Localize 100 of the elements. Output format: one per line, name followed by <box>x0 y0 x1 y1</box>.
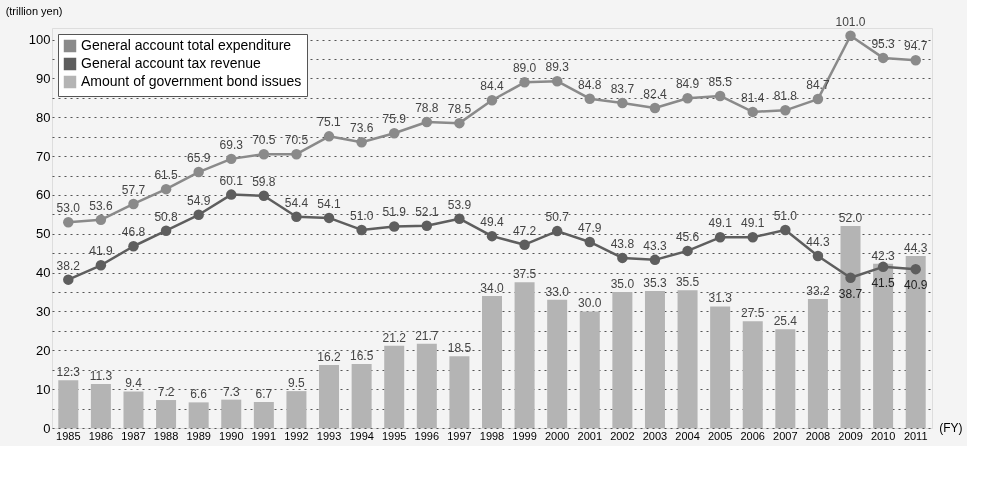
bar <box>840 226 861 428</box>
point <box>486 95 498 106</box>
data-label: 84.9 <box>675 77 700 92</box>
x-tick-label: 2000 <box>544 429 570 442</box>
point <box>845 272 856 283</box>
bar <box>905 255 926 428</box>
data-label: 44.3 <box>904 240 928 255</box>
data-label: 12.3 <box>56 365 81 380</box>
data-label: 73.6 <box>349 121 374 136</box>
point <box>226 153 237 165</box>
point <box>812 93 824 105</box>
point <box>291 148 302 160</box>
data-label: 11.3 <box>89 369 113 384</box>
bar <box>416 343 437 428</box>
point <box>617 97 628 109</box>
data-label: 53.0 <box>56 201 81 216</box>
data-label: 61.5 <box>154 168 179 183</box>
data-label: 25.4 <box>773 314 798 329</box>
data-label: 18.5 <box>447 341 472 356</box>
y-tick-label: 40 <box>36 265 51 281</box>
data-label: 9.4 <box>125 376 143 391</box>
data-label: 33.0 <box>545 284 570 299</box>
point <box>95 260 107 271</box>
bar <box>514 282 535 428</box>
data-label: 35.0 <box>610 277 635 292</box>
data-label: 16.5 <box>349 348 374 363</box>
point <box>323 131 335 142</box>
point <box>486 230 498 242</box>
data-label: 54.1 <box>317 196 342 211</box>
x-tick-label: 2002 <box>610 429 635 442</box>
bar <box>351 363 372 428</box>
data-label: 7.2 <box>157 385 175 400</box>
data-label: 69.3 <box>219 137 244 152</box>
data-label: 53.9 <box>447 197 472 212</box>
point <box>780 105 791 116</box>
legend-label: Amount of government bond issues <box>81 73 302 89</box>
data-label: 30.0 <box>578 296 602 311</box>
data-label: 89.0 <box>512 61 537 76</box>
data-label: 43.3 <box>643 238 667 253</box>
data-label: 84.8 <box>578 77 602 92</box>
point <box>877 261 889 273</box>
bar <box>90 384 111 428</box>
point <box>714 232 726 243</box>
data-label: 57.7 <box>121 182 146 197</box>
x-tick-label: 2008 <box>805 429 831 442</box>
bar <box>547 299 568 428</box>
point <box>258 190 270 201</box>
y-tick-label: 60 <box>36 187 51 203</box>
bar <box>123 391 144 428</box>
data-label: 65.9 <box>186 151 211 166</box>
data-label: 81.4 <box>741 90 765 105</box>
point <box>649 254 661 266</box>
data-label: 35.3 <box>643 275 667 290</box>
y-axis-title: (trillion yen) <box>5 4 63 17</box>
y-tick-label: 30 <box>36 304 51 319</box>
bar <box>579 311 600 428</box>
data-label: 46.8 <box>121 225 146 240</box>
data-label: 51.0 <box>349 208 374 223</box>
bar <box>156 400 177 428</box>
point <box>193 209 204 221</box>
y-tick-label: 70 <box>36 148 51 164</box>
data-label: 47.9 <box>578 220 602 235</box>
bar <box>612 292 633 428</box>
point <box>454 117 465 129</box>
point <box>519 77 530 88</box>
x-tick-label: 2001 <box>577 429 603 442</box>
data-label: 85.5 <box>708 74 733 89</box>
y-tick-label: 90 <box>36 70 51 86</box>
point <box>63 274 74 285</box>
bar <box>449 356 470 428</box>
point <box>877 52 889 64</box>
x-axis-title: (FY) <box>939 420 963 435</box>
point <box>682 245 693 257</box>
data-label: 6.6 <box>190 387 208 402</box>
x-tick-label: 1998 <box>479 429 505 442</box>
bar <box>710 306 731 428</box>
data-label: 53.6 <box>89 198 113 213</box>
bar <box>286 391 307 428</box>
data-label: 54.4 <box>284 195 309 210</box>
data-label: 21.2 <box>382 330 407 345</box>
y-tick-label: 50 <box>36 226 51 242</box>
bar <box>319 365 340 428</box>
data-label: 27.5 <box>741 306 765 321</box>
point <box>226 189 237 200</box>
data-label: 33.2 <box>806 284 830 299</box>
data-label: 70.5 <box>252 133 276 148</box>
data-label: 78.5 <box>447 102 472 117</box>
point <box>421 220 433 231</box>
data-label: 34.0 <box>480 280 504 295</box>
data-label: 31.3 <box>708 291 733 306</box>
point <box>291 211 302 222</box>
point <box>910 263 921 275</box>
point <box>584 93 596 104</box>
point <box>128 198 139 210</box>
x-tick-label: 1986 <box>88 429 114 442</box>
bar <box>742 321 763 428</box>
data-label: 52.0 <box>838 211 863 226</box>
data-label: 41.5 <box>871 275 896 290</box>
point <box>714 90 726 102</box>
bar <box>253 401 274 428</box>
